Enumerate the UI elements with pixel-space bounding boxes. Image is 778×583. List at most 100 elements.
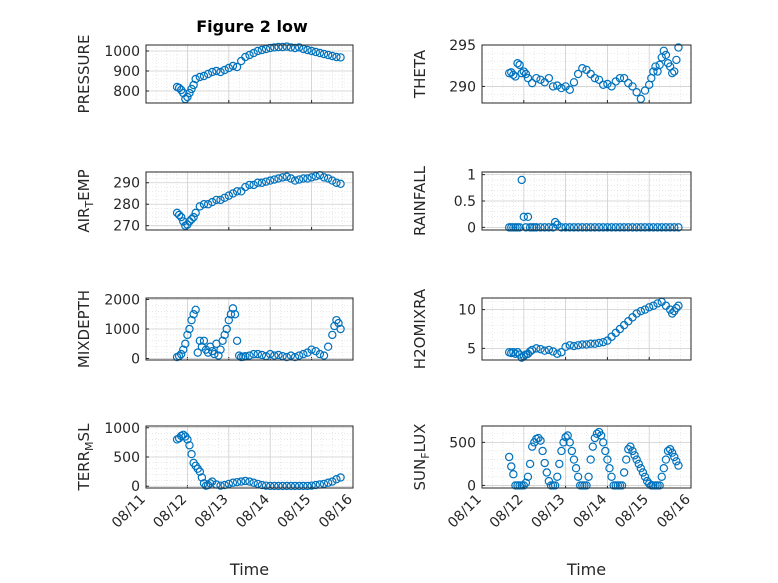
data-point (274, 174, 283, 183)
y-tick-label: 900 (113, 64, 140, 80)
data-point (603, 223, 612, 232)
data-point (299, 174, 308, 183)
y-tick-label: 1000 (104, 322, 140, 338)
data-point (578, 63, 587, 73)
data-point (189, 80, 198, 90)
y-tick-label: 0 (467, 220, 476, 236)
data-point (257, 45, 267, 55)
axes-frame (145, 44, 354, 104)
data-point (286, 174, 296, 183)
data-point (224, 315, 233, 325)
data-point (674, 43, 683, 52)
data-point (628, 446, 637, 456)
data-point (523, 472, 533, 482)
data-point (270, 351, 279, 360)
data-point (307, 46, 316, 56)
data-point (332, 475, 341, 484)
data-point (661, 455, 671, 464)
data-point (565, 341, 574, 350)
data-point (311, 47, 320, 57)
y-tick-label: 295 (449, 38, 476, 54)
data-point (176, 212, 186, 222)
data-point (185, 324, 194, 334)
data-point (294, 351, 304, 360)
data-point (626, 442, 635, 451)
data-point (617, 481, 627, 490)
data-point (632, 309, 641, 318)
data-point (590, 339, 600, 348)
data-point (663, 446, 673, 456)
data-point (203, 348, 213, 357)
data-point (290, 481, 300, 491)
data-point (628, 223, 637, 232)
data-point (667, 68, 677, 78)
data-point (257, 480, 267, 490)
data-point (261, 481, 271, 490)
data-point (640, 223, 650, 232)
data-point (241, 476, 250, 486)
data-point (220, 65, 229, 75)
data-point (565, 85, 574, 94)
data-point (607, 223, 616, 232)
data-point (567, 446, 577, 456)
y-axis-label: THETA (411, 49, 429, 99)
data-point (594, 75, 604, 85)
x-axis-label: Time (566, 560, 606, 579)
data-point (615, 73, 625, 83)
data-point (544, 345, 554, 355)
data-point (605, 463, 614, 473)
data-point (603, 79, 612, 89)
data-point (536, 436, 545, 445)
data-point (195, 202, 205, 211)
data-point (555, 459, 564, 469)
data-point (218, 336, 227, 346)
data-point (336, 179, 345, 189)
data-point (212, 66, 221, 76)
data-point (234, 351, 244, 360)
data-point (228, 189, 238, 198)
data-point (286, 351, 296, 360)
data-point (561, 432, 570, 442)
subplot-1: 800 900 1000 PRESSURE (75, 35, 354, 113)
data-point (632, 455, 641, 464)
data-point (274, 42, 283, 52)
data-point (544, 476, 554, 486)
data-point (249, 349, 258, 359)
data-point (553, 472, 562, 482)
data-point (228, 478, 238, 487)
data-point (183, 435, 192, 444)
data-point (222, 324, 231, 334)
data-point (197, 473, 207, 482)
data-point (176, 349, 186, 359)
axes-frame (145, 297, 354, 361)
data-point (640, 472, 650, 482)
data-point (174, 210, 184, 220)
data-point (521, 69, 531, 79)
data-point (199, 336, 209, 346)
data-point (674, 223, 683, 232)
data-point (303, 481, 312, 491)
data-point (519, 481, 529, 490)
data-point (193, 348, 202, 357)
data-point (517, 68, 526, 78)
data-point (548, 347, 558, 356)
data-point (299, 481, 308, 491)
data-point (504, 452, 514, 462)
data-point (674, 301, 683, 310)
data-point (245, 477, 254, 486)
data-point (538, 446, 547, 456)
data-point (628, 82, 637, 91)
data-point (282, 481, 291, 491)
data-point (290, 176, 300, 185)
data-point (278, 42, 287, 52)
data-point (507, 462, 516, 471)
data-point (607, 82, 616, 91)
data-point (632, 223, 641, 232)
y-tick-label: 0.5 (454, 194, 476, 210)
data-point (328, 51, 337, 61)
data-point (323, 174, 333, 183)
data-point (230, 310, 240, 319)
subplot-4: 0 0.5 1 RAINFALL (411, 165, 692, 236)
data-point (513, 348, 522, 357)
data-point (216, 195, 225, 205)
